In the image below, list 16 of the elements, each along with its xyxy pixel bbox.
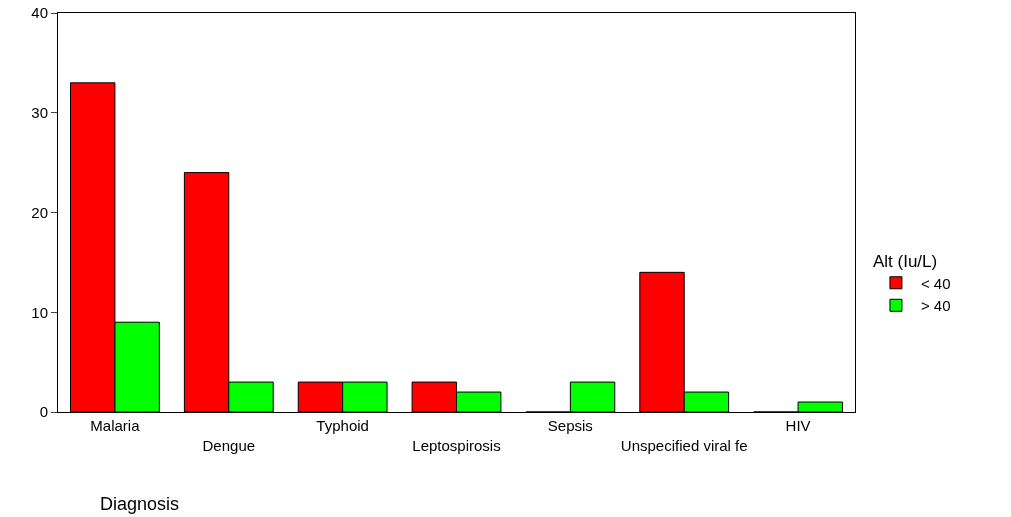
legend-label: < 40 (920, 274, 951, 292)
x-tick-label: HIV (785, 417, 811, 434)
y-tick-label: 10 (31, 303, 48, 321)
x-tick-label: Sepsis (547, 417, 593, 434)
y-tick-label: 20 (31, 203, 48, 221)
legend-title: Alt (Iu/L) (872, 251, 938, 271)
y-tick-label: 40 (31, 4, 48, 22)
legend-label: > 40 (920, 297, 951, 315)
x-axis-title: Diagnosis (100, 494, 180, 514)
x-tick-label: Typhoid (316, 417, 369, 434)
x-tick-label: Dengue (202, 436, 256, 454)
y-tick-label: 30 (31, 104, 48, 121)
x-tick-label: Unspecified viral fe (620, 436, 748, 454)
x-tick-label: Leptospirosis (412, 436, 501, 454)
y-tick-label: 0 (39, 403, 48, 421)
x-tick-label: Malaria (90, 417, 141, 434)
